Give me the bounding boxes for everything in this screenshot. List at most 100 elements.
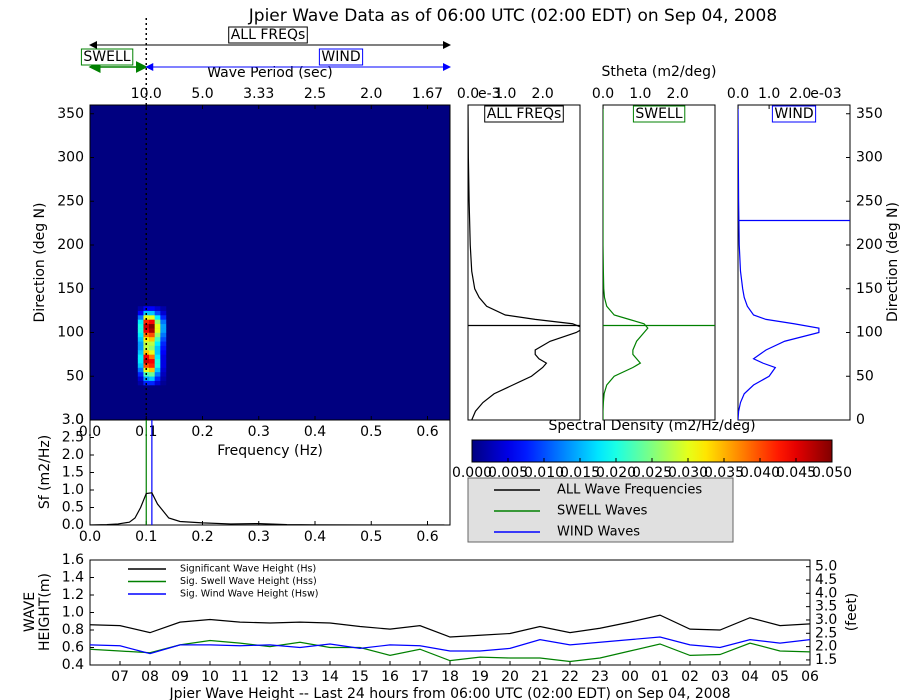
heatmap-cell <box>160 306 167 311</box>
x-tick-label: 13 <box>291 669 309 685</box>
heatmap-cell <box>137 380 144 386</box>
x-tick-label: 1.0 <box>629 86 651 102</box>
sf-line <box>90 492 445 525</box>
band-label-wind-box <box>318 48 364 66</box>
top-tick-label: 2.5 <box>304 86 326 102</box>
colorbar-tick-label: 0.035 <box>704 465 744 481</box>
heatmap-cell <box>154 350 161 355</box>
heatmap-cell <box>154 363 161 368</box>
heatmap-cell <box>149 367 155 373</box>
heatmap-cell <box>149 380 155 386</box>
heatmap-cell <box>137 367 144 373</box>
heatmap-cell <box>160 371 167 377</box>
heatmap-cell <box>143 310 150 316</box>
x-tick-label: 14 <box>321 669 339 685</box>
band-label-all: ALL FREQs <box>231 27 306 43</box>
heatmap-cell <box>137 323 144 329</box>
heatmap-cell <box>154 345 161 351</box>
x-tick-label: 2.0 <box>532 86 554 102</box>
band-label-swell: SWELL <box>83 49 130 65</box>
x-tick-label: 03 <box>711 669 729 685</box>
y-tick-label: 0.6 <box>62 640 84 656</box>
y2-tick-label: 1.5 <box>815 652 837 668</box>
heatmap-cell <box>160 332 167 338</box>
panel-label: SWELL <box>635 106 682 122</box>
y-tick-label: 50 <box>66 368 84 384</box>
colorbar-tick-label: 0.030 <box>668 465 708 481</box>
y-tick-label: 1.6 <box>62 552 84 568</box>
x-tick-label: 0.0 <box>727 86 749 102</box>
y-tick-label: 250 <box>856 193 883 209</box>
colorbar-tick-label: 0.000 <box>452 465 492 481</box>
x-tick-label: 2.0 <box>789 86 811 102</box>
heatmap-cell <box>137 328 144 333</box>
y-tick-label: 200 <box>57 237 84 253</box>
colorbar-tick-label: 0.050 <box>812 465 852 481</box>
panel-label-box <box>771 105 817 123</box>
x-tick-label: 08 <box>141 669 159 685</box>
y-tick-label: 200 <box>856 237 883 253</box>
heatmap-cell <box>149 341 155 346</box>
heatmap-cell <box>154 315 161 320</box>
heatmap-cell <box>160 345 167 351</box>
legend-label: WIND Waves <box>557 525 640 540</box>
x-tick-label: 10 <box>201 669 219 685</box>
y-tick-label: 350 <box>57 106 84 122</box>
y-tick-label: 150 <box>57 281 84 297</box>
y-tick-label: 250 <box>57 193 84 209</box>
x-tick-label: 0.0 <box>592 86 614 102</box>
heatmap-cell <box>137 319 144 325</box>
band-label-all-box <box>228 26 308 44</box>
heatmap-cell <box>160 323 167 329</box>
y-axis-label: Direction (deg N) <box>885 202 900 322</box>
y-tick-label: 150 <box>856 281 883 297</box>
panel-label-box <box>632 105 686 123</box>
panel-label: ALL FREQs <box>487 106 562 122</box>
x-tick-label: 04 <box>741 669 759 685</box>
y2-tick-label: 3.5 <box>815 599 837 615</box>
heatmap-cell <box>154 323 161 329</box>
y-tick-label: 0.8 <box>62 622 84 638</box>
heatmap-cell <box>137 363 144 368</box>
y-tick-label: 300 <box>856 150 883 166</box>
y-tick-label: 2.0 <box>62 447 84 463</box>
ts-line <box>89 639 811 663</box>
heatmap-cell <box>149 336 155 342</box>
y-tick-label: 0 <box>856 412 865 428</box>
x-tick-label: 12 <box>261 669 279 685</box>
legend-label: ALL Wave Frequencies <box>557 483 702 498</box>
y-tick-label: 0.5 <box>62 500 84 516</box>
heatmap-cell <box>160 310 167 316</box>
heatmap-cell <box>137 336 144 342</box>
colorbar-tick-label: 0.015 <box>560 465 600 481</box>
y-axis-label: Direction (deg N) <box>32 203 48 323</box>
x-tick-label: 1.0 <box>758 86 780 102</box>
heatmap-cell <box>149 332 155 338</box>
y-axis-label: HEIGHT(m) <box>37 573 53 651</box>
offset-label: e-03 <box>810 86 841 102</box>
top-tick-label: 3.33 <box>243 86 274 102</box>
legend-label: Significant Wave Height (Hs) <box>180 564 316 575</box>
stheta-label: Stheta (m2/deg) <box>602 64 717 80</box>
x-tick-label: 16 <box>381 669 399 685</box>
y2-tick-label: 3.0 <box>815 612 837 628</box>
offset-label: e-3 <box>478 86 501 102</box>
x-tick-label: 07 <box>111 669 129 685</box>
x-tick-label: 00 <box>621 669 639 685</box>
heatmap-cell <box>149 354 155 360</box>
heatmap-cell <box>137 371 144 377</box>
panel-frame <box>467 104 581 421</box>
panel-label-box <box>484 105 564 123</box>
stheta-line <box>603 105 649 420</box>
x-tick-label: 20 <box>501 669 519 685</box>
y-tick-label: 3.0 <box>62 412 84 428</box>
heatmap-cell <box>149 315 155 320</box>
y2-axis-label: (feet) <box>844 593 860 632</box>
y-tick-label: 1.0 <box>62 482 84 498</box>
x-tick-label: 0.3 <box>248 424 270 440</box>
heatmap-cell <box>160 363 167 368</box>
heatmap-cell <box>160 328 167 333</box>
x-tick-label: 15 <box>351 669 369 685</box>
heatmap-cell <box>154 354 161 360</box>
